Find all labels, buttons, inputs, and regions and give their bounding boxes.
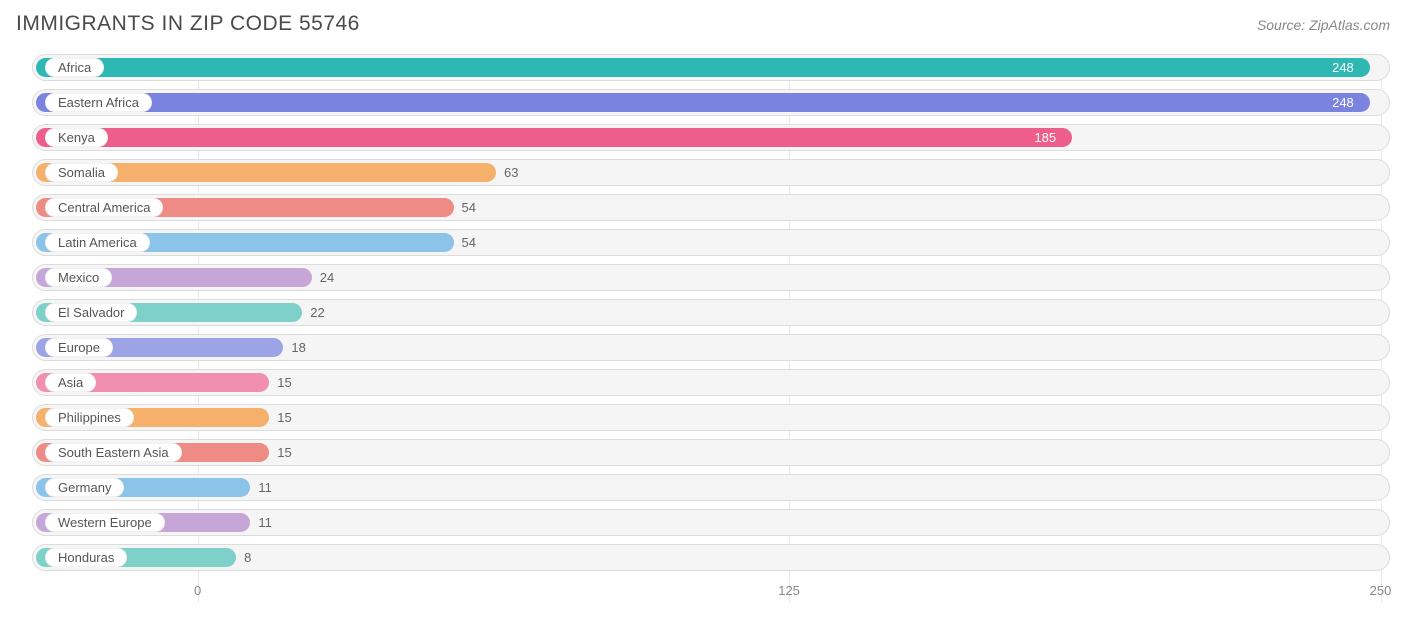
bar-fill xyxy=(36,58,1370,77)
bar-row: South Eastern Asia 15 xyxy=(32,439,1390,466)
bar-label: Mexico xyxy=(45,268,112,287)
bar-row: Kenya 185 xyxy=(32,124,1390,151)
bar-label: Germany xyxy=(45,478,124,497)
bar-row: Europe 18 xyxy=(32,334,1390,361)
bar-value: 54 xyxy=(462,195,476,220)
bar-label: Philippines xyxy=(45,408,134,427)
bar-row: El Salvador 22 xyxy=(32,299,1390,326)
axis-tick: 250 xyxy=(1370,583,1392,598)
bar-value: 63 xyxy=(504,160,518,185)
x-axis: 0 125 250 xyxy=(32,579,1390,603)
bar-value: 15 xyxy=(277,370,291,395)
bar-label: Honduras xyxy=(45,548,127,567)
bar-row: Africa 248 xyxy=(32,54,1390,81)
bars-container: Africa248Eastern Africa248Kenya185Somali… xyxy=(32,54,1390,571)
bar-value: 15 xyxy=(277,405,291,430)
bar-value: 18 xyxy=(291,335,305,360)
bar-row: Honduras 8 xyxy=(32,544,1390,571)
chart-header: IMMIGRANTS IN ZIP CODE 55746 Source: Zip… xyxy=(16,12,1390,36)
bar-row: Mexico 24 xyxy=(32,264,1390,291)
bar-fill xyxy=(36,128,1072,147)
bar-label: Eastern Africa xyxy=(45,93,152,112)
bar-row: Central America 54 xyxy=(32,194,1390,221)
bar-value: 11 xyxy=(258,475,272,500)
bar-value: 15 xyxy=(277,440,291,465)
bar-label: South Eastern Asia xyxy=(45,443,182,462)
bar-row: Asia 15 xyxy=(32,369,1390,396)
bar-label: Central America xyxy=(45,198,163,217)
bar-value: 11 xyxy=(258,510,272,535)
chart-area: Africa248Eastern Africa248Kenya185Somali… xyxy=(16,54,1390,603)
bar-label: Kenya xyxy=(45,128,108,147)
bar-value: 185 xyxy=(1034,125,1056,150)
bar-value: 8 xyxy=(244,545,251,570)
bar-value: 24 xyxy=(320,265,334,290)
bar-label: Western Europe xyxy=(45,513,165,532)
axis-tick: 125 xyxy=(778,583,800,598)
bar-label: Africa xyxy=(45,58,104,77)
chart-title: IMMIGRANTS IN ZIP CODE 55746 xyxy=(16,12,360,36)
chart-source: Source: ZipAtlas.com xyxy=(1257,17,1390,33)
bar-label: Latin America xyxy=(45,233,150,252)
bar-row: Philippines 15 xyxy=(32,404,1390,431)
bar-row: Somalia 63 xyxy=(32,159,1390,186)
bar-row: Latin America 54 xyxy=(32,229,1390,256)
bar-label: El Salvador xyxy=(45,303,137,322)
bar-row: Eastern Africa 248 xyxy=(32,89,1390,116)
bar-label: Europe xyxy=(45,338,113,357)
bar-row: Western Europe 11 xyxy=(32,509,1390,536)
bar-label: Asia xyxy=(45,373,96,392)
bar-value: 22 xyxy=(310,300,324,325)
bar-row: Germany 11 xyxy=(32,474,1390,501)
bar-label: Somalia xyxy=(45,163,118,182)
bar-value: 248 xyxy=(1332,90,1354,115)
axis-tick: 0 xyxy=(194,583,201,598)
bar-value: 248 xyxy=(1332,55,1354,80)
bar-value: 54 xyxy=(462,230,476,255)
bar-fill xyxy=(36,93,1370,112)
